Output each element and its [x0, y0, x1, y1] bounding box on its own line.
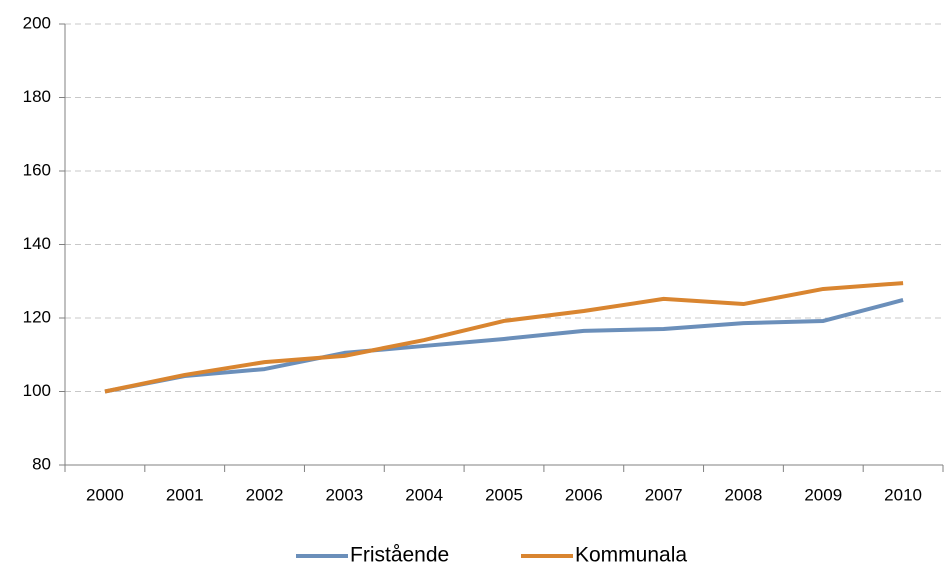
y-tick-label: 100 [23, 381, 51, 400]
x-tick-label: 2002 [246, 485, 284, 504]
legend-label: Kommunala [575, 544, 687, 567]
y-tick-label: 140 [23, 234, 51, 253]
y-tick-label: 160 [23, 160, 51, 179]
x-tick-label: 2001 [166, 485, 204, 504]
y-tick-label: 180 [23, 87, 51, 106]
y-tick-label: 120 [23, 307, 51, 326]
x-tick-label: 2000 [86, 485, 124, 504]
x-tick-label: 2004 [405, 485, 443, 504]
x-tick-label: 2003 [325, 485, 363, 504]
x-tick-label: 2009 [804, 485, 842, 504]
line-series [104, 281, 904, 394]
x-tick-label: 2006 [565, 485, 603, 504]
legend-label: Fristående [350, 544, 449, 567]
x-tick-label: 2010 [884, 485, 922, 504]
line-series [104, 298, 904, 394]
x-tick-label: 2008 [725, 485, 763, 504]
x-tick-label: 2007 [645, 485, 683, 504]
x-tick-label: 2005 [485, 485, 523, 504]
y-tick-label: 80 [32, 454, 51, 473]
y-tick-label: 200 [23, 13, 51, 32]
